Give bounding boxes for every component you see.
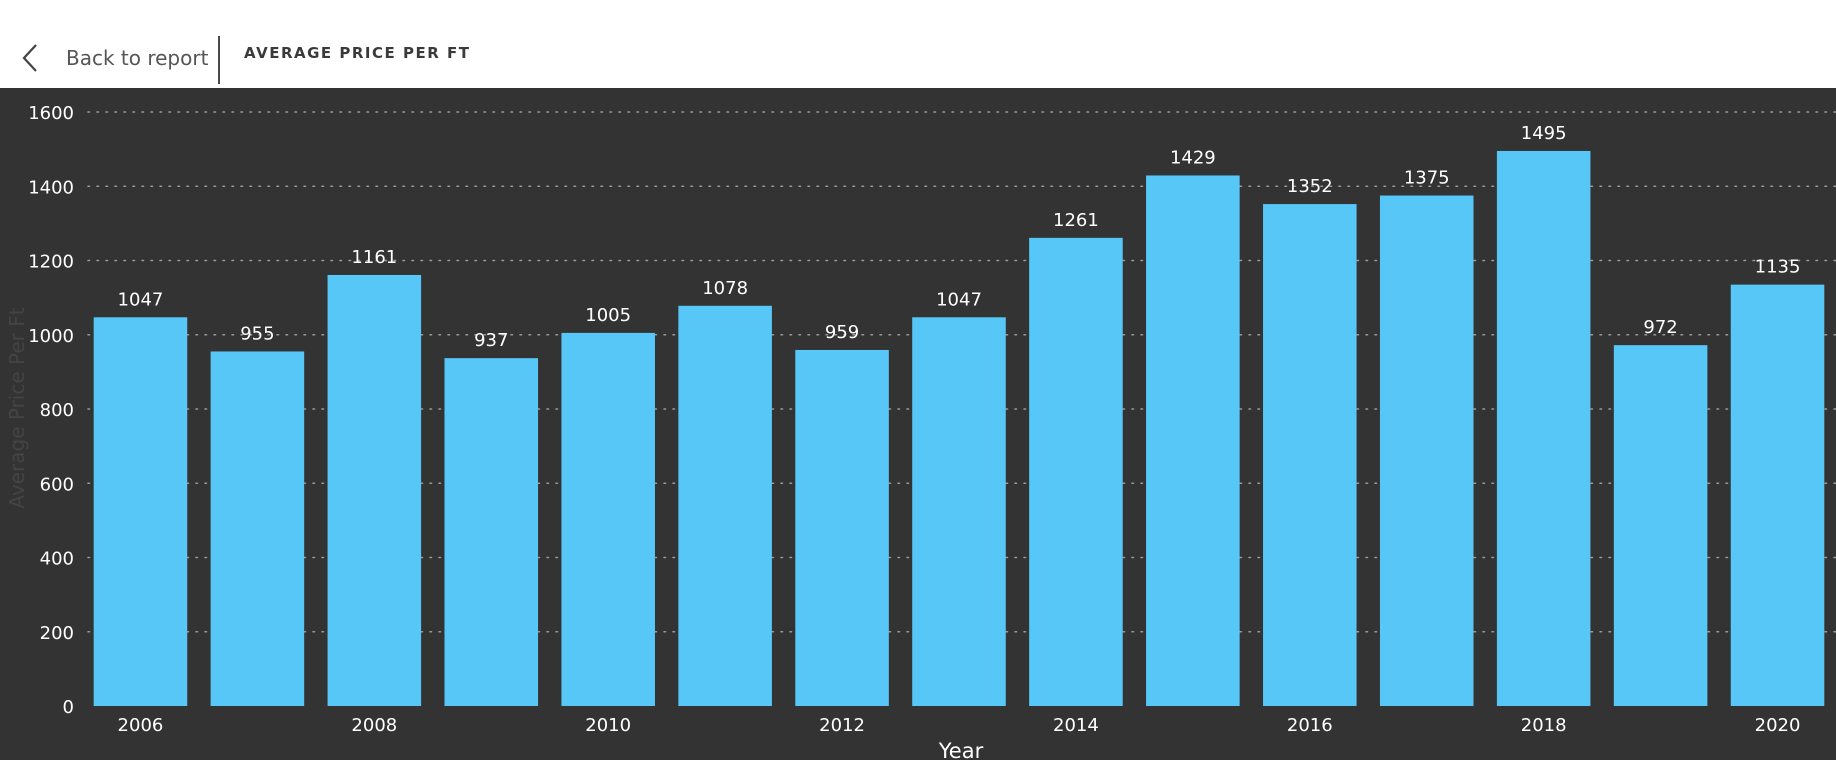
page-title: AVERAGE PRICE PER FT: [244, 44, 471, 62]
data-label: 955: [240, 323, 274, 344]
y-tick-label: 400: [40, 549, 74, 570]
data-label: 1047: [936, 289, 982, 310]
bar: [1496, 150, 1591, 706]
bar: [1146, 175, 1240, 706]
bar: [327, 274, 422, 706]
data-label: 1005: [585, 305, 631, 326]
bar: [1613, 345, 1708, 706]
y-tick-label: 200: [40, 623, 74, 644]
data-label: 1375: [1404, 168, 1450, 189]
data-label: 1261: [1053, 210, 1099, 231]
y-tick-label: 600: [40, 474, 74, 495]
data-label: 1078: [702, 278, 748, 299]
data-label: 1161: [351, 247, 397, 268]
y-tick-label: 800: [40, 400, 74, 421]
bar: [210, 351, 305, 706]
y-tick-label: 1600: [28, 103, 74, 124]
y-tick-label: 1000: [28, 326, 74, 347]
chevron-left-icon: [22, 44, 37, 72]
chart-area: 1047 955 1161 937 1005 1078 959 1047 1261 1429 135…: [0, 88, 1836, 763]
bar: [678, 305, 772, 706]
data-label: 1495: [1521, 123, 1567, 144]
bar-chart: 1047 955 1161 937 1005 1078 959 1047 1261 1429 135…: [5, 103, 1836, 763]
y-tick-label: 1200: [28, 252, 74, 273]
x-tick-label: 2018: [1521, 715, 1567, 736]
data-label: 959: [825, 322, 859, 343]
data-label: 937: [474, 330, 508, 351]
bar: [912, 317, 1006, 706]
x-tick-label: 2012: [819, 715, 865, 736]
top-bar: Back to report AVERAGE PRICE PER FT: [0, 0, 1836, 88]
data-label: 1429: [1170, 147, 1216, 168]
back-to-report-button[interactable]: Back to report: [18, 38, 208, 78]
bar: [444, 358, 539, 706]
y-axis-title: Average Price Per Ft: [5, 307, 29, 508]
bar: [93, 317, 188, 706]
x-tick-label: 2016: [1287, 715, 1333, 736]
x-tick-label: 2014: [1053, 715, 1099, 736]
data-label: 1135: [1755, 257, 1801, 278]
y-tick-label: 0: [63, 697, 74, 718]
back-to-report-label: Back to report: [66, 46, 209, 70]
x-tick-label: 2010: [585, 715, 631, 736]
x-axis-title: Year: [938, 739, 984, 760]
header-divider: [218, 36, 220, 84]
bar: [1263, 204, 1357, 706]
bar: [1379, 195, 1474, 706]
x-tick-label: 2020: [1755, 715, 1801, 736]
x-tick-label: 2008: [351, 715, 397, 736]
bar: [1730, 284, 1825, 706]
x-tick-label: 2006: [118, 715, 164, 736]
data-label: 972: [1643, 317, 1677, 338]
bar: [1029, 237, 1123, 706]
data-label: 1047: [118, 289, 164, 310]
bar: [795, 349, 889, 706]
data-label: 1352: [1287, 176, 1333, 197]
y-tick-label: 1400: [28, 177, 74, 198]
bar: [561, 332, 655, 706]
